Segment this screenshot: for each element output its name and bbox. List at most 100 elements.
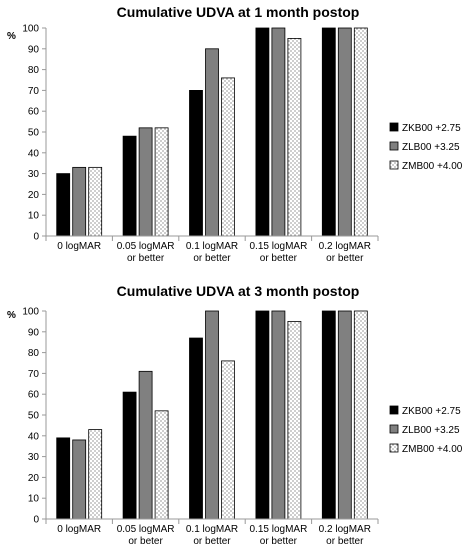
- legend-label: ZMB00 +4.00: [402, 444, 463, 455]
- bar: [353, 310, 368, 520]
- y-tick-label: 60: [28, 107, 40, 118]
- x-tick-label: 0.2 logMAR: [319, 241, 371, 252]
- bar: [287, 320, 302, 520]
- x-tick-label: 0.1 logMAR: [186, 241, 238, 252]
- y-tick-label: 50: [28, 128, 40, 139]
- y-tick-label: 30: [28, 452, 40, 463]
- x-tick-label: 0.05 logMAR: [117, 241, 175, 252]
- y-tick-label: 90: [28, 327, 40, 338]
- legend-swatch: [389, 443, 399, 453]
- x-tick-label: or better: [260, 253, 298, 264]
- bar: [221, 360, 235, 520]
- bar: [205, 48, 219, 237]
- x-tick-label: 0.05 logMAR: [117, 524, 175, 535]
- bar: [56, 173, 71, 237]
- x-tick-label: 0 logMAR: [57, 524, 101, 535]
- y-tick-label: 80: [28, 348, 40, 359]
- y-ticks: 0 10 20 30 40 50 60 70 80 90 100: [22, 307, 39, 526]
- x-tick-label: or better: [260, 536, 298, 547]
- bar: [271, 310, 286, 520]
- y-ticks: 0 10 20 30 40 50 60 70 80 90 100: [22, 24, 39, 243]
- x-tick-label: 0.15 logMAR: [249, 241, 307, 252]
- x-tick-label: 0 logMAR: [57, 241, 101, 252]
- bar: [138, 370, 153, 520]
- axes: [42, 27, 379, 241]
- x-tick-label: or beter: [128, 536, 163, 547]
- x-tick-label: or better: [193, 536, 231, 547]
- y-axis-label: %: [7, 31, 16, 42]
- bar: [56, 437, 71, 520]
- chart-panel-3month: Cumulative UDVA at 3 month postop % 0 10 2…: [7, 283, 463, 547]
- y-tick-label: 70: [28, 369, 40, 380]
- bar: [122, 135, 137, 237]
- x-tick-label: or better: [127, 253, 165, 264]
- x-tick-label: 0.15 logMAR: [249, 524, 307, 535]
- y-tick-label: 70: [28, 86, 40, 97]
- legend: ZKB00 +2.75 ZLB00 +3.25 ZMB00 +4.00: [389, 122, 463, 172]
- legend-swatch: [389, 122, 399, 132]
- bar: [72, 439, 87, 520]
- bar: [189, 337, 203, 520]
- x-tick-label: or better: [326, 253, 364, 264]
- legend-label: ZLB00 +3.25: [402, 425, 460, 436]
- y-tick-label: 10: [28, 211, 40, 222]
- bar: [353, 27, 368, 237]
- legend-swatch: [389, 141, 399, 151]
- bar: [337, 27, 352, 237]
- y-tick-label: 20: [28, 190, 40, 201]
- x-tick-label: 0.2 logMAR: [319, 524, 371, 535]
- bar: [255, 310, 270, 520]
- y-axis-label: %: [7, 310, 16, 321]
- chart-title: Cumulative UDVA at 1 month postop: [117, 4, 360, 20]
- y-tick-label: 20: [28, 473, 40, 484]
- y-tick-label: 40: [28, 148, 40, 159]
- y-tick-label: 60: [28, 390, 40, 401]
- bar: [221, 77, 235, 237]
- y-tick-label: 80: [28, 65, 40, 76]
- chart-panel-1month: Cumulative UDVA at 1 month postop % 0 10 2…: [7, 4, 463, 264]
- legend-label: ZMB00 +4.00: [402, 161, 463, 172]
- bar: [205, 310, 219, 520]
- legend-label: ZLB00 +3.25: [402, 142, 460, 153]
- bar: [189, 90, 203, 237]
- x-tick-label: or better: [193, 253, 231, 264]
- bar: [255, 27, 270, 237]
- legend-label: ZKB00 +2.75: [402, 406, 461, 417]
- x-tick-label: 0.1 logMAR: [186, 524, 238, 535]
- bar: [271, 27, 286, 237]
- legend-swatch: [389, 160, 399, 170]
- bar: [122, 391, 137, 520]
- y-tick-label: 0: [33, 515, 39, 526]
- bar: [287, 38, 302, 237]
- bar: [138, 127, 153, 237]
- y-tick-label: 30: [28, 169, 40, 180]
- chart-title: Cumulative UDVA at 3 month postop: [117, 283, 360, 299]
- y-tick-label: 100: [22, 307, 39, 318]
- y-tick-label: 100: [22, 24, 39, 35]
- bar: [88, 166, 103, 237]
- y-tick-label: 50: [28, 411, 40, 422]
- legend: ZKB00 +2.75 ZLB00 +3.25 ZMB00 +4.00: [389, 405, 463, 455]
- y-tick-label: 40: [28, 431, 40, 442]
- x-tick-label: or better: [326, 536, 364, 547]
- legend-swatch: [389, 405, 399, 415]
- bar: [321, 310, 336, 520]
- bar: [72, 166, 87, 237]
- axes: [42, 310, 379, 524]
- y-tick-label: 10: [28, 494, 40, 505]
- bar: [321, 27, 336, 237]
- bar: [154, 410, 169, 520]
- bar: [337, 310, 352, 520]
- bar: [88, 429, 103, 520]
- bars: [56, 310, 368, 520]
- legend-label: ZKB00 +2.75: [402, 123, 461, 134]
- bar: [154, 127, 169, 237]
- y-tick-label: 90: [28, 44, 40, 55]
- y-tick-label: 0: [33, 232, 39, 243]
- bars: [56, 27, 368, 237]
- legend-swatch: [389, 424, 399, 434]
